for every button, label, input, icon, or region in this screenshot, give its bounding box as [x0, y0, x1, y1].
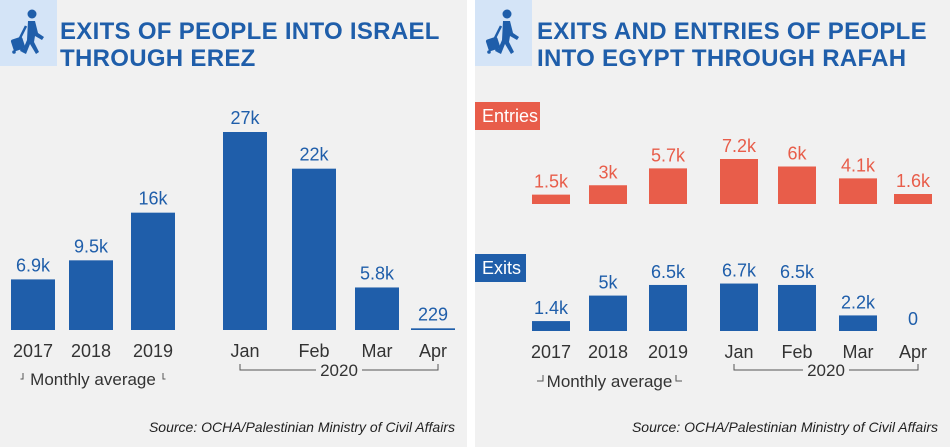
exits-bar-2019 [649, 284, 687, 331]
year-2020-bracket-right-line [849, 364, 919, 371]
exits-data-label: 6.7k [722, 261, 757, 281]
bar-mar [355, 287, 399, 330]
exits-data-label: 6.5k [651, 262, 686, 282]
exits-bar-mar [839, 315, 877, 331]
icon-box [0, 0, 57, 66]
rafah-bar-chart: Entries Exits 1.5k 3k 5.7k 7.2k 6k 4.1k 1.6k 1.4k… [475, 102, 932, 391]
monthly-average-bracket-left-line [20, 373, 24, 380]
chart-title: EXITS OF PEOPLE INTO ISRAEL THROUGH EREZ [60, 18, 440, 72]
entries-data-label: 5.7k [651, 145, 686, 165]
entries-data-label: 1.5k [534, 172, 569, 192]
chart-title-line-1: EXITS AND ENTRIES OF PEOPLE [537, 18, 927, 45]
traveler-icon [10, 9, 44, 54]
monthly-average-bracket-label: Monthly average [547, 372, 673, 391]
x-tick-label: 2019 [133, 341, 173, 361]
icon-box [475, 0, 532, 66]
year-2020-bracket-label: 2020 [807, 361, 845, 380]
entries-legend-tag [475, 102, 540, 130]
chart-title-line-2: INTO EGYPT THROUGH RAFAH [537, 45, 907, 72]
bar-2019 [131, 212, 175, 330]
exits-bar-jan [720, 283, 758, 331]
exits-bar-2018 [589, 295, 627, 331]
chart-title-line-1: EXITS OF PEOPLE INTO ISRAEL [60, 18, 440, 45]
entries-bar-apr [894, 194, 932, 204]
exits-legend-tag [475, 254, 526, 282]
data-label: 27k [230, 108, 260, 128]
x-tick-label: 2018 [588, 342, 628, 362]
exits-data-label: 6.5k [780, 262, 815, 282]
x-tick-label: Feb [781, 342, 812, 362]
x-tick-label: Mar [362, 341, 393, 361]
monthly-average-bracket-right-line [162, 373, 166, 380]
x-tick-label: Jan [724, 342, 753, 362]
exits-legend-label: Exits [482, 258, 521, 278]
entries-legend-label: Entries [482, 106, 538, 126]
entries-bar-2019 [649, 168, 687, 204]
entries-data-label: 3k [598, 162, 618, 182]
data-label: 16k [138, 189, 168, 209]
data-label: 6.9k [16, 255, 51, 275]
bar-apr [411, 328, 455, 330]
monthly-average-bracket-left-line [537, 375, 544, 382]
x-tick-label: Apr [419, 341, 447, 361]
entries-bar-jan [720, 159, 758, 204]
bar-feb [292, 168, 336, 330]
year-2020-bracket: 2020 [239, 361, 439, 380]
entries-bar-2017 [532, 194, 570, 204]
exits-data-label: 5k [598, 273, 618, 293]
x-tick-label: 2019 [648, 342, 688, 362]
bar-2018 [69, 260, 113, 330]
source-note: Source: OCHA/Palestinian Ministry of Civ… [631, 419, 938, 435]
entries-data-label: 6k [787, 144, 807, 164]
entries-data-label: 1.6k [896, 171, 931, 191]
exits-bar-feb [778, 284, 816, 331]
year-2020-bracket-left-line [733, 364, 803, 371]
entries-data-label: 7.2k [722, 136, 757, 156]
year-2020-bracket-label: 2020 [320, 361, 358, 380]
monthly-average-bracket: Monthly average [20, 370, 166, 389]
bar-2017 [11, 279, 55, 330]
x-tick-label: Jan [230, 341, 259, 361]
x-tick-label: 2017 [531, 342, 571, 362]
rafah-chart-panel: EXITS AND ENTRIES OF PEOPLE INTO EGYPT T… [475, 0, 950, 447]
entries-bar-2018 [589, 185, 627, 204]
year-2020-bracket: 2020 [733, 361, 919, 380]
x-tick-label: Apr [899, 342, 927, 362]
x-tick-label: Feb [298, 341, 329, 361]
exits-data-label: 0 [908, 309, 918, 329]
entries-bar-mar [839, 178, 877, 204]
monthly-average-bracket-label: Monthly average [30, 370, 156, 389]
traveler-icon [485, 9, 519, 54]
exits-bar-2017 [532, 321, 570, 331]
entries-data-label: 4.1k [841, 155, 876, 175]
exits-data-label: 1.4k [534, 298, 569, 318]
monthly-average-bracket: Monthly average [537, 372, 682, 391]
erez-bar-chart: 6.9k 2017 9.5k 2018 16k 2019 27k Jan 22k Feb 5.8k M… [11, 108, 455, 389]
source-note: Source: OCHA/Palestinian Ministry of Civ… [148, 419, 455, 435]
bar-jan [223, 132, 267, 330]
year-2020-bracket-left-line [239, 364, 316, 371]
chart-title: EXITS AND ENTRIES OF PEOPLE INTO EGYPT T… [537, 18, 927, 72]
x-tick-label: 2018 [71, 341, 111, 361]
entries-bar-feb [778, 166, 816, 204]
year-2020-bracket-right-line [362, 364, 439, 371]
chart-title-line-2: THROUGH EREZ [60, 45, 256, 72]
x-tick-label: 2017 [13, 341, 53, 361]
erez-chart-panel: EXITS OF PEOPLE INTO ISRAEL THROUGH EREZ… [0, 0, 467, 447]
x-tick-label: Mar [843, 342, 874, 362]
data-label: 5.8k [360, 263, 395, 283]
data-label: 9.5k [74, 236, 109, 256]
data-label: 229 [418, 304, 448, 324]
exits-data-label: 2.2k [841, 292, 876, 312]
monthly-average-bracket-right-line [675, 375, 682, 382]
data-label: 22k [299, 145, 329, 165]
